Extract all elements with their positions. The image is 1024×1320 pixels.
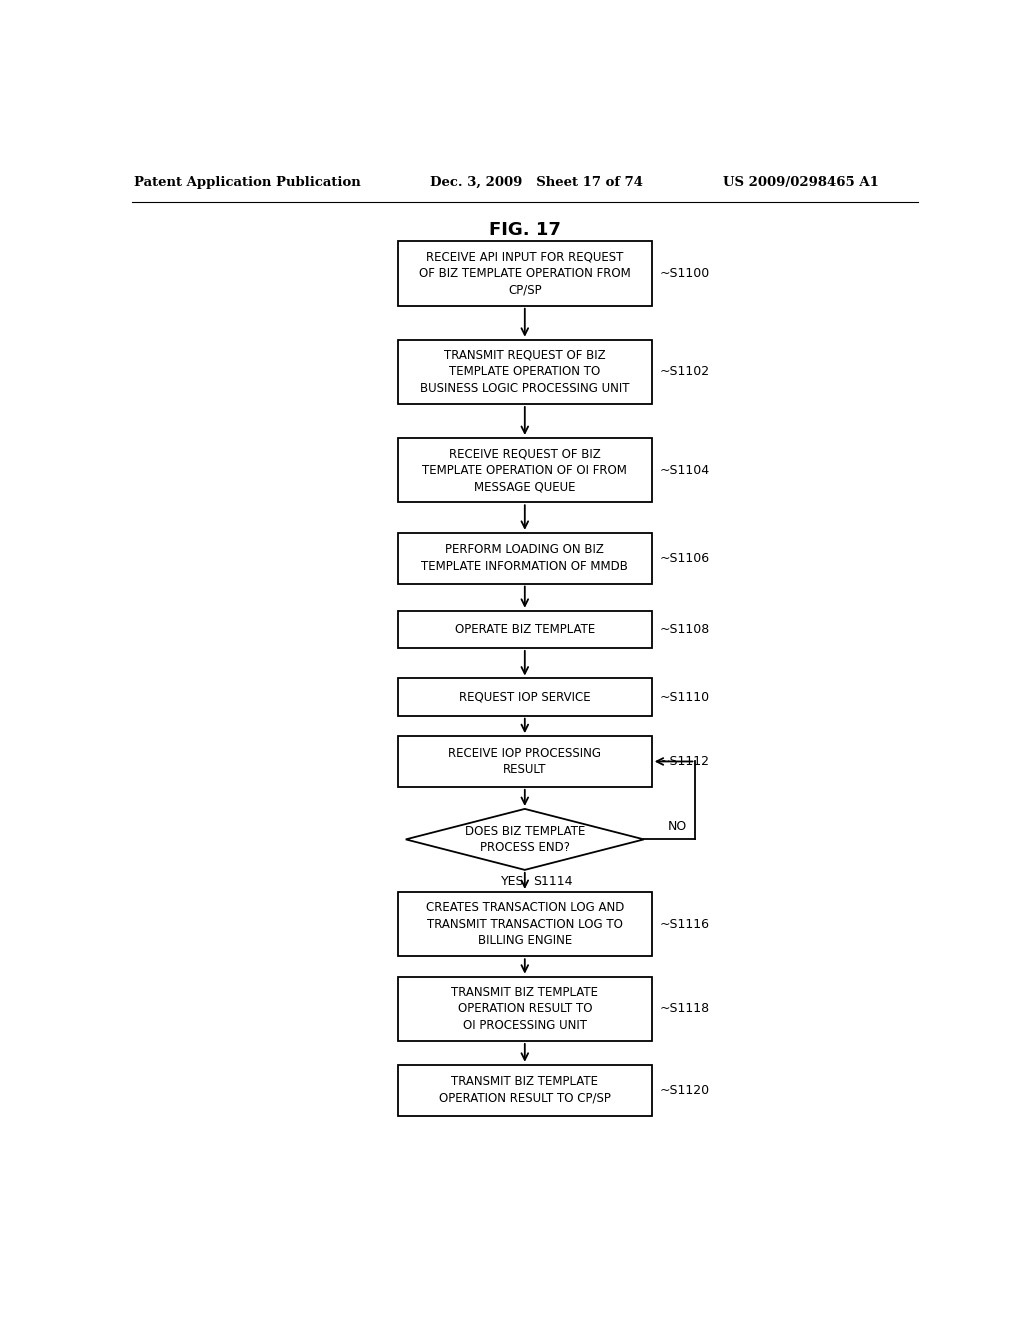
- Text: ~S1116: ~S1116: [659, 917, 710, 931]
- Text: US 2009/0298465 A1: US 2009/0298465 A1: [723, 176, 879, 189]
- Bar: [397, 678, 652, 715]
- Text: ~S1120: ~S1120: [659, 1084, 710, 1097]
- Text: ~S1112: ~S1112: [659, 755, 710, 768]
- Text: DOES BIZ TEMPLATE
PROCESS END?: DOES BIZ TEMPLATE PROCESS END?: [465, 825, 585, 854]
- Text: TRANSMIT BIZ TEMPLATE
OPERATION RESULT TO
OI PROCESSING UNIT: TRANSMIT BIZ TEMPLATE OPERATION RESULT T…: [452, 986, 598, 1032]
- Text: NO: NO: [669, 820, 687, 833]
- Text: YES: YES: [501, 875, 524, 888]
- Bar: [397, 977, 652, 1041]
- Bar: [397, 892, 652, 956]
- Bar: [397, 737, 652, 787]
- Text: ~S1118: ~S1118: [659, 1002, 710, 1015]
- Bar: [397, 1065, 652, 1115]
- Bar: [397, 533, 652, 583]
- Text: TRANSMIT REQUEST OF BIZ
TEMPLATE OPERATION TO
BUSINESS LOGIC PROCESSING UNIT: TRANSMIT REQUEST OF BIZ TEMPLATE OPERATI…: [420, 348, 630, 395]
- Text: ~S1110: ~S1110: [659, 690, 710, 704]
- Text: Dec. 3, 2009   Sheet 17 of 74: Dec. 3, 2009 Sheet 17 of 74: [430, 176, 643, 189]
- Text: TRANSMIT BIZ TEMPLATE
OPERATION RESULT TO CP/SP: TRANSMIT BIZ TEMPLATE OPERATION RESULT T…: [439, 1076, 610, 1105]
- Text: REQUEST IOP SERVICE: REQUEST IOP SERVICE: [459, 690, 591, 704]
- Text: RECEIVE API INPUT FOR REQUEST
OF BIZ TEMPLATE OPERATION FROM
CP/SP: RECEIVE API INPUT FOR REQUEST OF BIZ TEM…: [419, 251, 631, 297]
- Bar: [397, 438, 652, 503]
- Text: RECEIVE IOP PROCESSING
RESULT: RECEIVE IOP PROCESSING RESULT: [449, 747, 601, 776]
- Bar: [397, 339, 652, 404]
- Text: ~S1100: ~S1100: [659, 267, 710, 280]
- Text: PERFORM LOADING ON BIZ
TEMPLATE INFORMATION OF MMDB: PERFORM LOADING ON BIZ TEMPLATE INFORMAT…: [421, 544, 629, 573]
- Text: ~S1104: ~S1104: [659, 463, 710, 477]
- Bar: [397, 611, 652, 648]
- Bar: [397, 242, 652, 306]
- Text: Patent Application Publication: Patent Application Publication: [134, 176, 361, 189]
- Text: ~S1106: ~S1106: [659, 552, 710, 565]
- Text: S1114: S1114: [532, 875, 572, 888]
- Text: ~S1108: ~S1108: [659, 623, 710, 636]
- Text: RECEIVE REQUEST OF BIZ
TEMPLATE OPERATION OF OI FROM
MESSAGE QUEUE: RECEIVE REQUEST OF BIZ TEMPLATE OPERATIO…: [422, 447, 628, 494]
- Text: FIG. 17: FIG. 17: [488, 220, 561, 239]
- Text: CREATES TRANSACTION LOG AND
TRANSMIT TRANSACTION LOG TO
BILLING ENGINE: CREATES TRANSACTION LOG AND TRANSMIT TRA…: [426, 902, 624, 946]
- Text: OPERATE BIZ TEMPLATE: OPERATE BIZ TEMPLATE: [455, 623, 595, 636]
- Text: ~S1102: ~S1102: [659, 366, 710, 379]
- Polygon shape: [406, 809, 644, 870]
